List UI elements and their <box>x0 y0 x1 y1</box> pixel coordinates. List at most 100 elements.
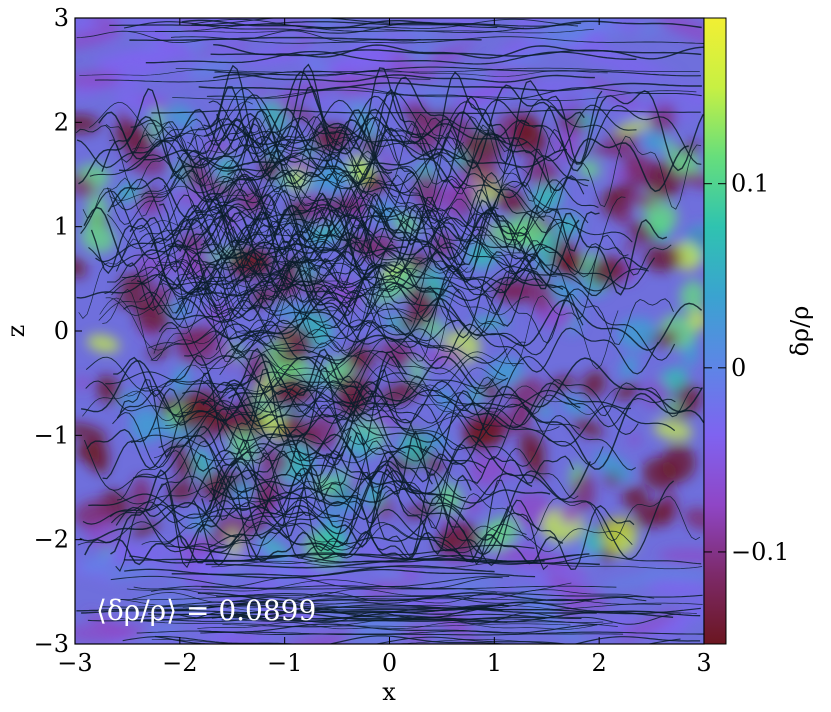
density-blob <box>643 245 682 272</box>
streamline <box>84 530 564 566</box>
streamline <box>124 364 506 399</box>
streamline <box>199 461 675 560</box>
streamline <box>175 67 700 73</box>
density-blob <box>616 204 632 226</box>
streamline <box>111 174 599 237</box>
x-axis-ticks: −3 −2 −1 0 1 2 3 <box>57 18 712 677</box>
density-blob <box>485 358 524 387</box>
streamline <box>221 614 604 624</box>
streamline <box>75 115 320 163</box>
streamline <box>126 579 572 593</box>
streamline <box>219 335 526 394</box>
streamline <box>213 43 704 60</box>
streamline <box>143 148 567 169</box>
streamline <box>78 112 281 185</box>
density-blob <box>683 507 704 531</box>
streamline <box>150 328 445 361</box>
density-blob <box>657 549 704 564</box>
streamline <box>183 186 516 246</box>
density-blob <box>306 18 343 30</box>
density-blob <box>642 457 678 491</box>
density-blob <box>321 48 401 78</box>
streamline <box>130 117 530 139</box>
streamline <box>109 21 462 27</box>
density-blob <box>664 139 685 174</box>
streamline <box>213 73 595 83</box>
density-blob <box>252 631 284 644</box>
density-blob <box>287 569 371 593</box>
streamline <box>216 593 703 598</box>
colorbar-label: δρ/ρ <box>786 306 814 357</box>
streamline <box>212 219 629 320</box>
density-blob <box>622 485 649 510</box>
streamline <box>105 112 564 153</box>
streamline <box>82 475 306 525</box>
density-blob <box>75 25 125 49</box>
y-tick-label: 0 <box>54 317 69 345</box>
streamline <box>79 501 240 542</box>
x-tick-label: −2 <box>162 649 197 677</box>
streamline <box>209 469 533 510</box>
colorbar-tick-label: −0.1 <box>731 538 789 566</box>
density-blob <box>558 504 581 525</box>
streamline <box>175 256 336 314</box>
streamline <box>141 265 532 293</box>
density-blob <box>167 481 196 502</box>
density-blob <box>621 188 660 210</box>
streamline <box>203 122 528 147</box>
streamline <box>76 603 505 612</box>
streamline <box>124 568 536 578</box>
streamline <box>129 36 482 42</box>
streamline <box>192 18 579 29</box>
density-blob <box>477 64 541 81</box>
density-blob <box>282 26 319 36</box>
streamline <box>198 291 371 334</box>
density-blob <box>191 448 212 480</box>
streamline <box>187 452 457 530</box>
streamline <box>222 596 647 605</box>
density-blob <box>421 91 452 110</box>
streamline <box>116 445 579 501</box>
density-blob <box>615 119 652 135</box>
streamline <box>109 185 311 201</box>
density-blob <box>679 171 704 189</box>
streamline <box>145 50 637 65</box>
density-blob <box>100 46 175 68</box>
streamline <box>94 70 431 83</box>
density-blob <box>369 89 457 99</box>
streamline <box>200 631 704 636</box>
density-blob <box>413 173 441 209</box>
streamline <box>76 274 564 302</box>
density-blob <box>623 241 642 252</box>
streamline <box>154 23 525 34</box>
streamline <box>187 140 427 223</box>
density-blob <box>557 96 589 116</box>
colorbar-gradient <box>704 18 726 644</box>
streamline <box>153 277 448 362</box>
streamline <box>200 203 499 259</box>
density-blob <box>602 517 638 555</box>
density-blob <box>509 377 546 413</box>
x-tick-label: 3 <box>696 649 711 677</box>
density-blob <box>335 99 368 112</box>
streamline <box>158 320 659 375</box>
streamline <box>151 639 657 644</box>
streamline <box>198 623 598 634</box>
streamline <box>121 264 336 295</box>
streamline <box>214 175 589 243</box>
density-blob <box>111 545 193 559</box>
density-blob <box>643 128 667 153</box>
density-blob <box>259 537 291 559</box>
streamline <box>214 66 701 77</box>
colorbar-tick-label: 0.1 <box>731 170 769 198</box>
streamline <box>111 257 460 308</box>
density-blob <box>75 376 90 390</box>
streamline <box>87 610 508 623</box>
y-tick-label: −3 <box>34 630 69 658</box>
streamline <box>182 264 418 296</box>
streamline <box>229 442 486 480</box>
density-blob <box>79 556 113 574</box>
streamline <box>206 86 702 101</box>
streamline <box>140 150 398 214</box>
density-blob <box>573 417 604 438</box>
